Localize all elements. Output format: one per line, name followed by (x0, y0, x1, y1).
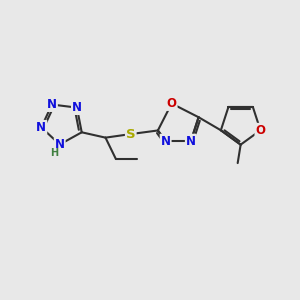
Text: N: N (72, 101, 82, 114)
Text: O: O (255, 124, 266, 137)
Text: H: H (50, 148, 59, 158)
Text: N: N (186, 135, 196, 148)
Text: N: N (55, 138, 65, 151)
Text: S: S (126, 128, 136, 141)
Text: O: O (167, 97, 177, 110)
Text: N: N (47, 98, 57, 111)
Text: N: N (161, 135, 171, 148)
Text: N: N (36, 121, 46, 134)
